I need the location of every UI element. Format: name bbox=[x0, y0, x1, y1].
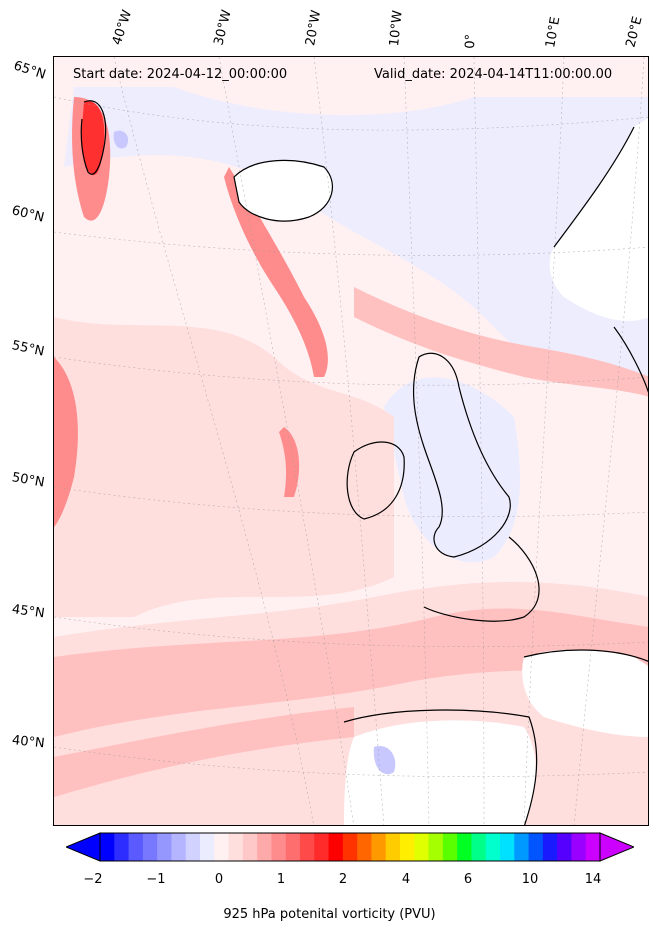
pink-iceland-swirl bbox=[224, 167, 328, 377]
lon-label-20w: 20°W bbox=[303, 9, 325, 48]
valid-date-label: Valid_date: 2024-04-14T11:00:00.00 bbox=[374, 67, 613, 82]
colorbar-cell bbox=[457, 833, 473, 861]
colorbar-cell bbox=[200, 833, 215, 861]
coast-africa bbox=[523, 649, 648, 662]
lat-label-60n: 60°N bbox=[10, 203, 46, 226]
colorbar-cell bbox=[500, 833, 515, 861]
colorbar-cell bbox=[585, 833, 601, 861]
colorbar-cell bbox=[157, 833, 173, 861]
colorbar-cell bbox=[171, 833, 187, 861]
colorbar-cell bbox=[128, 833, 144, 861]
colorbar-cell bbox=[328, 833, 344, 861]
norway-land bbox=[549, 118, 648, 321]
blue-patch-iberia bbox=[373, 746, 396, 775]
colorbar-cell bbox=[271, 833, 287, 861]
colorbar-cell bbox=[185, 833, 201, 861]
colorbar-cell bbox=[542, 833, 558, 861]
iberia-land bbox=[344, 720, 536, 825]
coast-iceland bbox=[233, 159, 333, 222]
lon-label-10w: 10°W bbox=[387, 9, 406, 48]
lat-label-50n: 50°N bbox=[10, 470, 46, 491]
lat-label-55n: 55°N bbox=[10, 338, 46, 360]
colorbar-cell bbox=[285, 833, 301, 861]
blue-region-north bbox=[64, 87, 648, 387]
colorbar-cell bbox=[300, 833, 315, 861]
colorbar-cell bbox=[371, 833, 387, 861]
coast-france bbox=[423, 536, 540, 622]
colorbar-cell bbox=[100, 833, 115, 861]
colorbar-cells bbox=[100, 833, 601, 861]
coastlines bbox=[80, 100, 648, 825]
colorbar-cell bbox=[414, 833, 430, 861]
red-greenland bbox=[81, 101, 105, 176]
coast-norway bbox=[553, 126, 635, 248]
colorbar-over-arrow bbox=[599, 832, 634, 862]
colorbar bbox=[66, 832, 634, 862]
colorbar-tick-label: −1 bbox=[146, 872, 166, 887]
colorbar-cell bbox=[228, 833, 244, 861]
lat-label-45n: 45°N bbox=[10, 602, 46, 622]
colorbar-tick-label: 4 bbox=[401, 872, 411, 887]
colorbar-tick-label: 2 bbox=[338, 872, 348, 887]
north-africa-land bbox=[522, 649, 648, 737]
start-date-label: Start date: 2024-04-12_00:00:00 bbox=[73, 67, 288, 82]
lon-label-20e: 20°E bbox=[623, 15, 646, 49]
pink-band-west bbox=[54, 317, 394, 617]
colorbar-cell bbox=[557, 833, 573, 861]
colorbar-cell bbox=[514, 833, 530, 861]
colorbar-tick-label: 10 bbox=[521, 872, 539, 887]
colorbar-cell bbox=[357, 833, 373, 861]
graticule bbox=[54, 57, 648, 825]
coast-britain bbox=[412, 352, 511, 558]
colorbar-cell bbox=[314, 833, 330, 861]
pink-band-lower bbox=[54, 707, 354, 797]
pink-west-edge bbox=[54, 357, 78, 527]
colorbar-cell bbox=[400, 833, 415, 861]
colorbar-tick-label: 14 bbox=[584, 872, 602, 887]
colorbar-cell bbox=[257, 833, 273, 861]
iceland-land bbox=[234, 160, 333, 222]
lon-label-10e: 10°E bbox=[543, 15, 564, 49]
colorbar-cell bbox=[442, 833, 458, 861]
colorbar-cell bbox=[342, 833, 358, 861]
colorbar-cell bbox=[114, 833, 130, 861]
colorbar-tick-label: 1 bbox=[276, 872, 286, 887]
colorbar-tick-label: 6 bbox=[463, 872, 473, 887]
colorbar-cell bbox=[471, 833, 487, 861]
colorbar-cell bbox=[214, 833, 230, 861]
colorbar-under-arrow bbox=[66, 832, 101, 862]
colorbar-cell bbox=[242, 833, 258, 861]
pink-northeast-jet bbox=[354, 287, 648, 397]
colorbar-cell bbox=[428, 833, 444, 861]
colorbar-cell bbox=[485, 833, 501, 861]
lon-label-0: 0° bbox=[463, 33, 479, 49]
lat-label-65n: 65°N bbox=[11, 58, 48, 83]
colorbar-cell bbox=[528, 833, 544, 861]
colorbar-cell bbox=[385, 833, 401, 861]
colorbar-cell bbox=[571, 833, 587, 861]
lat-label-40n: 40°N bbox=[11, 733, 46, 752]
blue-patch-north bbox=[113, 130, 129, 149]
map-panel bbox=[53, 56, 649, 826]
coast-ireland bbox=[346, 441, 405, 520]
colorbar-tick-label: 0 bbox=[214, 872, 224, 887]
colorbar-label: 925 hPa potenital vorticity (PVU) bbox=[223, 907, 436, 922]
lon-label-40w: 40°W bbox=[109, 8, 136, 47]
colorbar-cell bbox=[142, 833, 158, 861]
coast-greenland bbox=[80, 100, 107, 175]
colorbar-tick-label: −2 bbox=[83, 872, 103, 887]
pv-map bbox=[54, 57, 648, 825]
lon-label-30w: 30°W bbox=[211, 8, 235, 47]
pink-band-mid bbox=[54, 608, 648, 737]
coast-scandinavia-south bbox=[613, 326, 648, 393]
pink-blob-atlantic bbox=[279, 427, 300, 497]
colorbar-border bbox=[99, 832, 601, 862]
coast-iberia bbox=[343, 709, 538, 825]
